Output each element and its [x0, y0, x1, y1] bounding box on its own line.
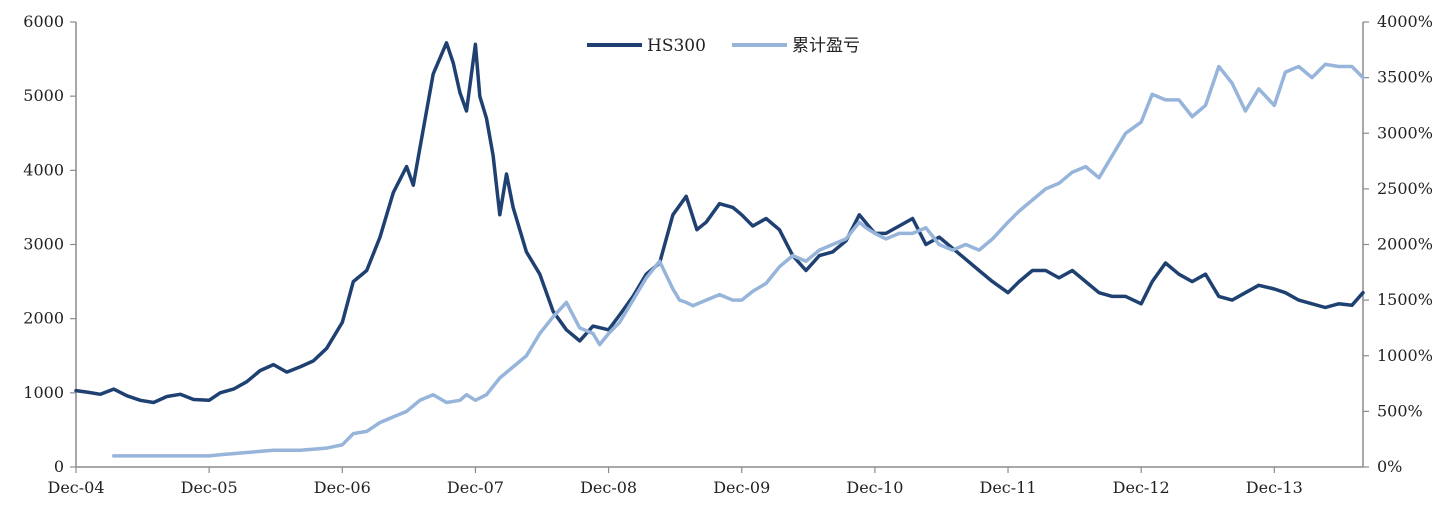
right-y-tick-label: 2500%: [1377, 179, 1433, 198]
right-y-tick-label: 2000%: [1377, 235, 1433, 254]
left-y-tick-label: 3000: [23, 235, 64, 254]
right-y-tick-label: 1000%: [1377, 346, 1433, 365]
x-tick-label: Dec-12: [1113, 478, 1170, 497]
x-tick-label: Dec-08: [580, 478, 637, 497]
series-line-cumulative-pnl: [111, 62, 1365, 458]
left-y-tick-label: 5000: [23, 86, 64, 105]
x-tick-label: Dec-09: [713, 478, 770, 497]
left-y-tick-label: 4000: [23, 160, 64, 179]
legend-label-cumulative-pnl: 累计盈亏: [792, 36, 860, 56]
series-line-hs300: [74, 41, 1365, 405]
x-tick-label: Dec-07: [447, 478, 504, 497]
left-y-tick-label: 6000: [23, 12, 64, 31]
x-tick-label: Dec-11: [980, 478, 1037, 497]
legend-label-hs300: HS300: [647, 36, 706, 56]
series-layer: [74, 41, 1365, 458]
right-y-tick-label: 1500%: [1377, 290, 1433, 309]
x-tick-label: Dec-04: [47, 478, 104, 497]
left-y-tick-label: 1000: [23, 383, 64, 402]
axes: 0 1000 2000 3000 4000 5000 6000 0% 500% 1000% 1500…: [23, 12, 1433, 497]
left-y-tick-label: 2000: [23, 309, 64, 328]
right-y-tick-label: 0%: [1377, 457, 1402, 476]
x-tick-label: Dec-05: [181, 478, 238, 497]
left-y-tick-label: 0: [54, 457, 64, 476]
legend: HS300 累计盈亏: [587, 36, 860, 56]
right-y-tick-label: 500%: [1377, 401, 1423, 420]
right-y-tick-label: 3500%: [1377, 68, 1433, 87]
x-tick-label: Dec-13: [1246, 478, 1303, 497]
x-tick-label: Dec-06: [314, 478, 371, 497]
right-y-tick-label: 3000%: [1377, 123, 1433, 142]
right-y-tick-label: 4000%: [1377, 12, 1433, 31]
x-tick-label: Dec-10: [846, 478, 903, 497]
